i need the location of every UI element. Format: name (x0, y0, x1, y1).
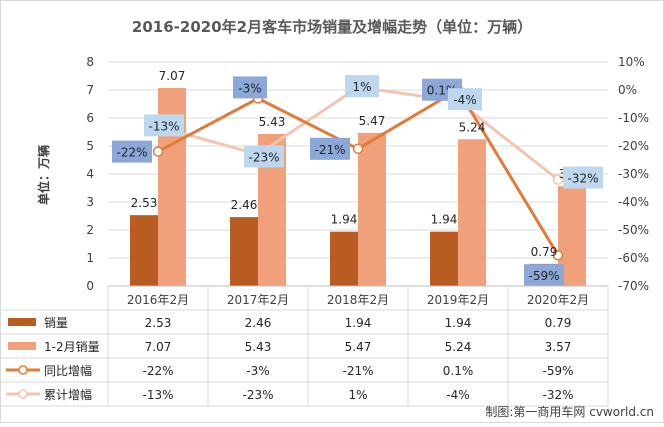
x-tick-label: 2020年2月 (527, 293, 589, 307)
table-cell: 7.07 (145, 340, 172, 354)
y2-tick-label: -20% (618, 139, 649, 153)
yoy-label: -21% (314, 143, 345, 157)
bar (458, 139, 486, 286)
table-cell: 0.79 (545, 316, 572, 330)
bar-value-label: 0.79 (531, 245, 558, 259)
x-tick-label: 2016年2月 (127, 293, 189, 307)
cum-label-box (448, 88, 482, 111)
bar (230, 217, 258, 286)
table-cell: -32% (542, 388, 573, 402)
yoy-label: -3% (238, 81, 261, 95)
bar-value-label: 1.94 (431, 213, 458, 227)
table-cell: 5.43 (245, 340, 272, 354)
bar-value-label: 5.24 (459, 120, 486, 134)
table-cell: 2.53 (145, 316, 172, 330)
table-cell: 1.94 (345, 316, 372, 330)
cum-label: -4% (453, 93, 476, 107)
cum-label: -23% (248, 150, 279, 164)
yoy-label-box (233, 76, 267, 99)
bar-value-label: 2.46 (231, 198, 258, 212)
y-axis-title: 单位：万辆 (36, 145, 51, 205)
y-tick-label: 2 (86, 223, 94, 237)
cum-label-box (144, 114, 184, 137)
table-cell: -22% (142, 364, 173, 378)
legend-label: 1-2月销量 (44, 340, 100, 354)
y-tick-label: 4 (86, 167, 94, 181)
cum-label-box (244, 145, 284, 168)
y2-tick-label: -30% (618, 167, 649, 181)
watermark: 制图:第一商用车网 cvworld.cn (485, 404, 654, 419)
legend-label: 销量 (44, 316, 68, 330)
bar (430, 231, 458, 286)
table-cell: -21% (342, 364, 373, 378)
cum-label: 1% (352, 80, 371, 94)
bar-value-label: 5.43 (259, 115, 286, 129)
y2-tick-label: -50% (618, 223, 649, 237)
x-tick-label: 2019年2月 (427, 293, 489, 307)
cum-label-box (563, 166, 603, 189)
yoy-label-box (310, 137, 350, 160)
legend-key-marker (18, 389, 28, 399)
bar-value-label: 2.53 (131, 196, 158, 210)
legend-key-bar (8, 342, 36, 350)
y2-tick-label: 10% (618, 55, 645, 69)
table-cell: 5.24 (445, 340, 472, 354)
yoy-label: -22% (116, 146, 147, 160)
bar-value-label: 5.47 (359, 114, 386, 128)
axes: 0 1 2 3 4 5 6 7 8 -70% -60% -50% -40% -30% -20% -10% 0% 1… (86, 55, 649, 293)
y-tick-label: 3 (86, 195, 94, 209)
cum-label-box (345, 75, 379, 98)
legend-label: 同比增幅 (44, 363, 92, 378)
y-tick-label: 7 (86, 83, 94, 97)
table-cell: 1% (348, 388, 367, 402)
table-cell: 3.57 (545, 340, 572, 354)
line-marker (152, 146, 164, 157)
legend-key-bar (8, 318, 36, 326)
bar-value-label: 7.07 (159, 69, 186, 83)
table-cell: -59% (542, 364, 573, 378)
y-tick-label: 6 (86, 111, 94, 125)
yoy-label-box (524, 264, 564, 287)
yoy-label: -59% (528, 269, 559, 283)
y2-tick-label: -40% (618, 195, 649, 209)
cum-label: -32% (567, 172, 598, 186)
chart-title: 2016-2020年2月客车市场销量及增幅走势（单位：万辆） (132, 18, 532, 36)
cum-label: -13% (148, 119, 179, 133)
table-cell: -13% (142, 388, 173, 402)
y2-tick-label: -10% (618, 111, 649, 125)
y2-tick-label: -70% (618, 279, 649, 293)
table-cell: -23% (242, 388, 273, 402)
y-tick-label: 8 (86, 55, 94, 69)
y2-tick-label: 0% (618, 83, 637, 97)
line-marker (352, 143, 364, 155)
table-cell: 0.1% (443, 364, 474, 378)
data-labels: 2.532.461.941.940.797.075.435.475.243.57… (112, 69, 603, 287)
bar-value-label: 1.94 (331, 213, 358, 227)
y-tick-label: 1 (86, 251, 94, 265)
line-marker (552, 174, 564, 185)
line-marker (552, 249, 564, 261)
legend-key-marker (18, 365, 28, 375)
x-tick-label: 2017年2月 (227, 293, 289, 307)
bar (130, 215, 158, 286)
table-cell: -3% (246, 364, 269, 378)
legend-label: 累计增幅 (44, 387, 92, 402)
y-tick-label: 5 (86, 139, 94, 153)
bar (330, 231, 358, 286)
table-cell: 5.47 (345, 340, 372, 354)
table-cell: 2.46 (245, 316, 272, 330)
x-tick-label: 2018年2月 (327, 293, 389, 307)
yoy-label-box (112, 140, 152, 163)
y-tick-label: 0 (86, 279, 94, 293)
table-cell: 1.94 (445, 316, 472, 330)
bar (358, 132, 386, 286)
table-cell: -4% (446, 388, 469, 402)
y2-tick-label: -60% (618, 251, 649, 265)
